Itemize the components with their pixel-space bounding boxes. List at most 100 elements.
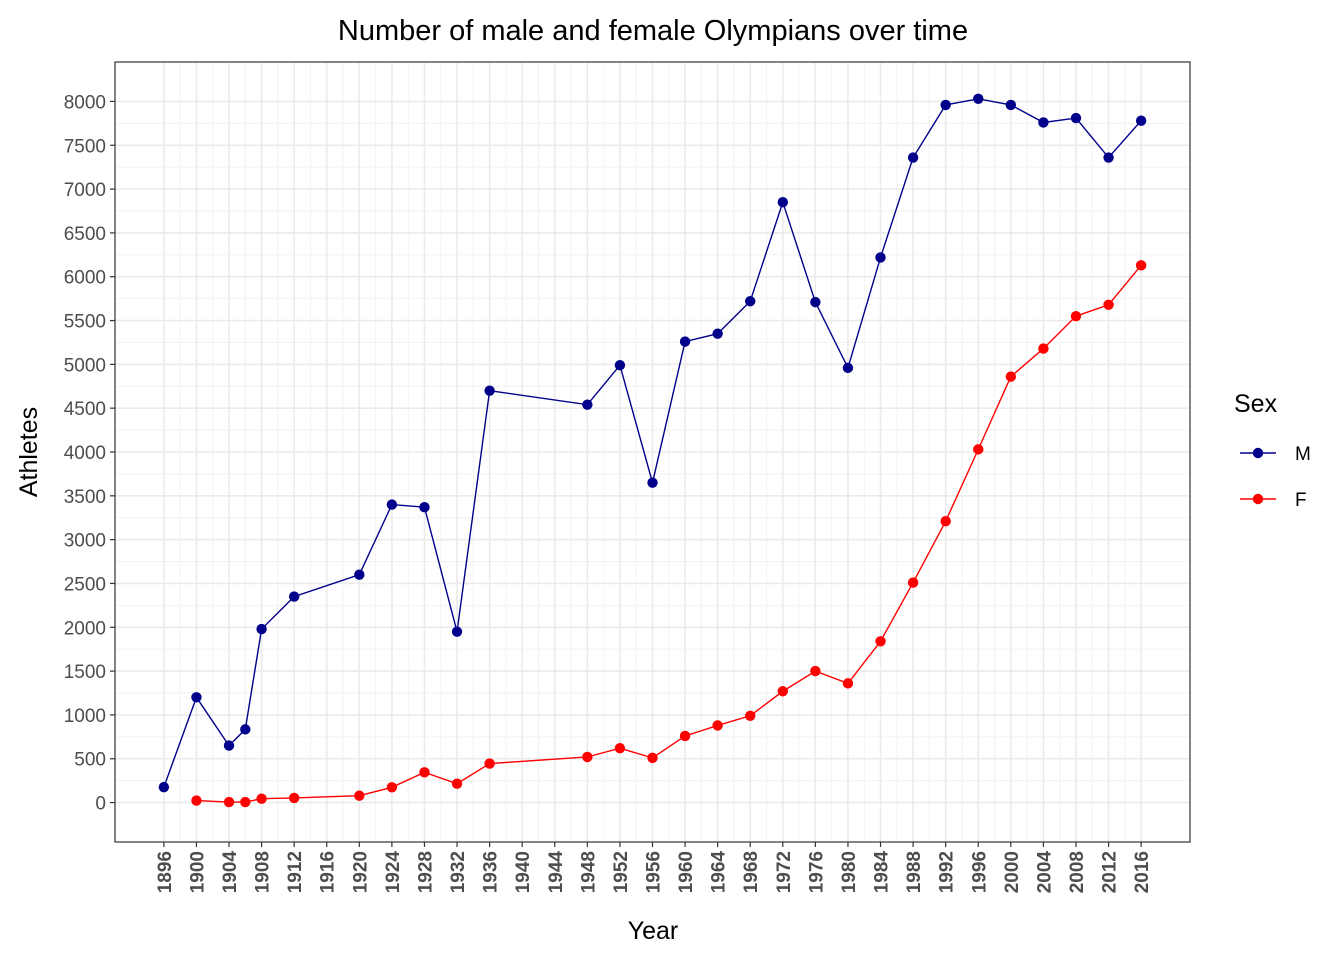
x-tick-label: 1932 bbox=[448, 851, 469, 893]
y-axis-title: Athletes bbox=[15, 407, 43, 497]
series-m-point bbox=[647, 477, 658, 488]
x-tick-label: 1952 bbox=[611, 851, 632, 893]
series-m-point bbox=[940, 99, 951, 111]
series-layer bbox=[158, 93, 1147, 808]
series-f-point bbox=[1070, 310, 1082, 322]
series-f-line bbox=[196, 264, 1142, 803]
x-tick-label: 1972 bbox=[774, 851, 795, 893]
series-f-point bbox=[907, 577, 919, 588]
series-m-point bbox=[354, 569, 365, 580]
legend-label: M bbox=[1295, 444, 1311, 465]
series-f-point bbox=[712, 720, 723, 731]
y-tick-label: 500 bbox=[74, 750, 106, 771]
series-f-point bbox=[777, 686, 789, 697]
x-tick-label: 1916 bbox=[318, 851, 339, 893]
series-m-point bbox=[810, 296, 821, 308]
y-tick-label: 3000 bbox=[64, 531, 106, 552]
x-tick-label: 1904 bbox=[220, 851, 241, 894]
series-m-point bbox=[288, 591, 300, 602]
legend-key-point bbox=[1252, 447, 1264, 459]
series-f-point bbox=[1005, 371, 1017, 382]
series-f-point bbox=[679, 730, 691, 742]
series-f-point bbox=[223, 796, 235, 808]
legend-key-point bbox=[1252, 493, 1264, 505]
series-m-point bbox=[1038, 117, 1049, 128]
y-tick-label: 6500 bbox=[64, 224, 106, 245]
series-m bbox=[158, 93, 1147, 793]
x-tick-label: 1948 bbox=[578, 851, 599, 893]
legend-item-m: M bbox=[1240, 444, 1311, 465]
series-m-point bbox=[1135, 115, 1147, 126]
series-f-point bbox=[484, 758, 495, 769]
y-tick-label: 6000 bbox=[64, 268, 106, 289]
series-f-point bbox=[940, 516, 951, 527]
series-f-point bbox=[240, 796, 251, 808]
series-m-point bbox=[240, 724, 251, 735]
series-f bbox=[191, 260, 1147, 808]
x-axis-title: Year bbox=[628, 917, 679, 945]
series-m-point bbox=[777, 197, 789, 208]
x-tick-label: 1936 bbox=[481, 851, 502, 893]
y-tick-label: 8000 bbox=[64, 92, 106, 113]
series-m-point bbox=[875, 252, 886, 263]
x-tick-label: 2000 bbox=[1002, 851, 1023, 893]
series-m-point bbox=[386, 499, 398, 510]
x-tick-label: 1944 bbox=[546, 851, 567, 894]
series-m-point bbox=[1005, 99, 1017, 111]
series-f-point bbox=[386, 782, 398, 793]
series-m-point bbox=[191, 692, 202, 703]
series-m-point bbox=[614, 360, 626, 371]
y-tick-label: 3500 bbox=[64, 487, 106, 508]
legend-title: Sex bbox=[1234, 390, 1278, 418]
x-tick-label: 2004 bbox=[1034, 851, 1055, 894]
series-m-point bbox=[679, 336, 691, 347]
series-f-point bbox=[1135, 260, 1147, 271]
series-m-point bbox=[1103, 152, 1114, 163]
series-m-point bbox=[973, 93, 984, 105]
x-tick-label: 1960 bbox=[676, 851, 697, 893]
x-tick-label: 1908 bbox=[253, 851, 274, 893]
x-tick-label: 1968 bbox=[741, 851, 762, 893]
series-f-point bbox=[256, 793, 267, 804]
series-m-point bbox=[484, 385, 495, 396]
legend-label: F bbox=[1295, 490, 1307, 511]
y-tick-label: 2500 bbox=[64, 574, 106, 595]
series-m-point bbox=[256, 623, 267, 635]
y-tick-label: 4000 bbox=[64, 443, 106, 464]
series-m-point bbox=[223, 740, 235, 751]
chart-title: Number of male and female Olympians over… bbox=[338, 15, 968, 47]
x-tick-label: 1956 bbox=[644, 851, 665, 893]
series-f-point bbox=[810, 665, 821, 677]
series-f-point bbox=[354, 790, 365, 801]
y-tick-label: 5000 bbox=[64, 355, 106, 376]
series-m-point bbox=[712, 328, 723, 339]
series-f-point bbox=[582, 751, 593, 763]
series-f-point bbox=[973, 444, 984, 455]
series-m-point bbox=[582, 399, 593, 410]
legend-item-f: F bbox=[1240, 490, 1307, 511]
series-m-point bbox=[451, 626, 463, 637]
series-f-point bbox=[451, 778, 463, 789]
series-f-point bbox=[191, 795, 202, 806]
series-m-point bbox=[745, 296, 756, 307]
y-tick-label: 1000 bbox=[64, 706, 106, 727]
x-tick-label: 1996 bbox=[969, 851, 990, 893]
x-tick-label: 1964 bbox=[709, 851, 730, 894]
series-f-point bbox=[842, 678, 854, 689]
x-tick-label: 1988 bbox=[904, 851, 925, 893]
x-tick-label: 1900 bbox=[187, 851, 208, 893]
x-tick-label: 2016 bbox=[1132, 851, 1153, 893]
series-f-point bbox=[614, 743, 626, 754]
x-tick-label: 1980 bbox=[839, 851, 860, 893]
y-tick-label: 4500 bbox=[64, 399, 106, 420]
x-tick-label: 1912 bbox=[285, 851, 306, 893]
x-axis: 1896 1900 1904 1908 1912 1916 1920 1924 1928 1932… bbox=[155, 842, 1153, 893]
x-tick-label: 1940 bbox=[513, 851, 534, 893]
x-tick-label: 2008 bbox=[1067, 851, 1088, 893]
series-f-point bbox=[875, 636, 886, 647]
x-tick-label: 1984 bbox=[872, 851, 893, 894]
series-m-point bbox=[158, 781, 170, 793]
x-tick-label: 1896 bbox=[155, 851, 176, 893]
x-tick-label: 1920 bbox=[350, 851, 371, 893]
